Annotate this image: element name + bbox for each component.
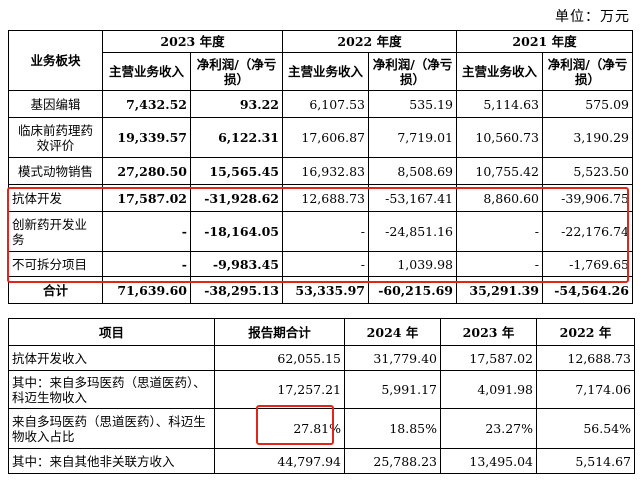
cell: 575.09	[542, 90, 633, 118]
cell: 6,107.53	[282, 90, 369, 118]
cell: 93.22	[190, 90, 283, 118]
total-row: 合计 71,639.60 -38,295.13 53,335.97 -60,21…	[8, 276, 633, 304]
table-row: 创新药开发业务 - -18,164.05 - -24,851.16 - -22,…	[8, 211, 633, 252]
row-label: 创新药开发业务	[8, 211, 103, 252]
cell: 7,719.01	[368, 117, 457, 158]
header-period-total: 报告期合计	[214, 318, 345, 346]
row-label: 临床前药理药效评价	[8, 117, 103, 158]
cell: -	[102, 211, 191, 252]
cell: 7,174.06	[536, 370, 635, 409]
header-2023: 2023 年	[440, 318, 537, 346]
cell: -24,851.16	[368, 211, 457, 252]
cell: 27.81%	[214, 408, 345, 449]
cell: 16,932.83	[282, 157, 369, 185]
header-year-2021: 2021 年度	[456, 30, 633, 53]
header-year-2022: 2022 年度	[282, 30, 457, 53]
row-label: 合计	[8, 276, 103, 304]
cell: 27,280.50	[102, 157, 191, 185]
table-row: 临床前药理药效评价 19,339.57 6,122.31 17,606.87 7…	[8, 117, 633, 158]
cell: 44,797.94	[214, 448, 345, 474]
cell: 35,291.39	[456, 276, 543, 304]
cell: 5,523.50	[542, 157, 633, 185]
cell: 25,788.23	[344, 448, 441, 474]
cell: 10,755.42	[456, 157, 543, 185]
cell: 56.54%	[536, 408, 635, 449]
antibody-revenue-table: 项目 报告期合计 2024 年 2023 年 2022 年 抗体开发收入 62,…	[8, 318, 635, 474]
segment-table: 业务板块 2023 年度 2022 年度 2021 年度 主营业务收入 净利润/…	[8, 30, 633, 304]
cell: 8,508.69	[368, 157, 457, 185]
unit-label: 单位：万元	[555, 9, 630, 25]
table-row: 不可拆分项目 - -9,983.45 - 1,039.98 - -1,769.6…	[8, 251, 633, 277]
cell: 10,560.73	[456, 117, 543, 158]
cell: 53,335.97	[282, 276, 369, 304]
row-label: 抗体开发收入	[8, 345, 215, 371]
cell: 19,339.57	[102, 117, 191, 158]
cell: 18.85%	[344, 408, 441, 449]
cell: 7,432.52	[102, 90, 191, 118]
cell: 12,688.73	[536, 345, 635, 371]
header-year-2023: 2023 年度	[102, 30, 283, 53]
cell: 31,779.40	[344, 345, 441, 371]
row-label: 模式动物销售	[8, 157, 103, 185]
header-item: 项目	[8, 318, 215, 346]
table-row: 模式动物销售 27,280.50 15,565.45 16,932.83 8,5…	[8, 157, 633, 185]
cell: -22,176.74	[542, 211, 633, 252]
cell: 5,991.17	[344, 370, 441, 409]
cell: -	[282, 251, 369, 277]
header-revenue: 主营业务收入	[282, 52, 369, 91]
header-profit: 净利润/（净亏损）	[368, 52, 457, 91]
cell: 535.19	[368, 90, 457, 118]
cell: 6,122.31	[190, 117, 283, 158]
table-row: 其中：来自多玛医药（思道医药）、科迈生物收入 17,257.21 5,991.1…	[8, 370, 635, 409]
cell: 71,639.60	[102, 276, 191, 304]
cell: 4,091.98	[440, 370, 537, 409]
cell: 13,495.04	[440, 448, 537, 474]
header-2022: 2022 年	[536, 318, 635, 346]
header-profit: 净利润/（净亏损）	[190, 52, 283, 91]
cell: 3,190.29	[542, 117, 633, 158]
table-row: 抗体开发收入 62,055.15 31,779.40 17,587.02 12,…	[8, 345, 635, 371]
cell: 62,055.15	[214, 345, 345, 371]
header-2024: 2024 年	[344, 318, 441, 346]
row-label: 基因编辑	[8, 90, 103, 118]
cell: -1,769.65	[542, 251, 633, 277]
cell: 17,606.87	[282, 117, 369, 158]
cell: -60,215.69	[368, 276, 457, 304]
row-label: 其中：来自多玛医药（思道医药）、科迈生物收入	[8, 370, 215, 409]
row-label: 其中：来自其他非关联方收入	[8, 448, 215, 474]
cell: -38,295.13	[190, 276, 283, 304]
cell: 17,257.21	[214, 370, 345, 409]
cell: -	[456, 251, 543, 277]
header-profit: 净利润/（净亏损）	[542, 52, 633, 91]
highlight-box-antibody-rows	[7, 187, 629, 283]
cell: 15,565.45	[190, 157, 283, 185]
cell: 5,114.63	[456, 90, 543, 118]
header-segment: 业务板块	[8, 30, 103, 91]
cell: 5,514.67	[536, 448, 635, 474]
cell: 23.27%	[440, 408, 537, 449]
header-revenue: 主营业务收入	[456, 52, 543, 91]
table-row: 基因编辑 7,432.52 93.22 6,107.53 535.19 5,11…	[8, 90, 633, 118]
cell: -54,564.26	[542, 276, 633, 304]
row-label: 不可拆分项目	[8, 251, 103, 277]
row-label: 来自多玛医药（思道医药）、科迈生物收入占比	[8, 408, 215, 449]
table-row: 其中：来自其他非关联方收入 44,797.94 25,788.23 13,495…	[8, 448, 635, 474]
highlight-box-share-cell	[256, 405, 334, 445]
cell: 17,587.02	[440, 345, 537, 371]
header-revenue: 主营业务收入	[102, 52, 191, 91]
